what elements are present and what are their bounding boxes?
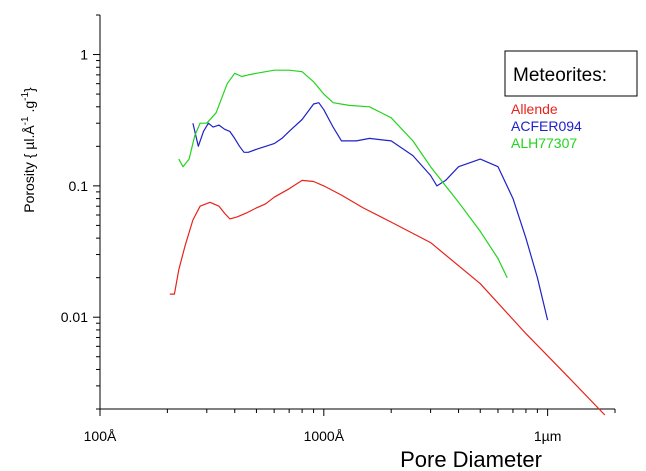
x-ticks: 100Å 1000Å 1µm	[84, 409, 616, 444]
y-axis-title-mid: .g	[21, 101, 37, 117]
series-line-allende	[169, 179, 606, 416]
legend-entry-alh77307: ALH77307	[511, 135, 577, 151]
legend-box	[504, 50, 638, 97]
y-axis-title-sup2: -1	[20, 92, 31, 101]
series-line-acfer094	[192, 102, 549, 321]
y-ticks: 1 0.1 0.01	[61, 14, 100, 410]
axes	[99, 15, 615, 410]
legend-entry-acfer094: ACFER094	[511, 118, 582, 134]
legend: Meteorites: Allende ACFER094 ALH77307	[504, 50, 638, 151]
y-axis-title: Porosity { µl.Å-1 .g-1}	[20, 87, 37, 213]
x-tick-label: 1µm	[534, 428, 562, 444]
x-tick-label: 100Å	[84, 428, 117, 444]
legend-entry-allende: Allende	[511, 101, 558, 117]
y-axis-title-end: }	[21, 87, 37, 92]
y-tick-label: 1	[80, 47, 88, 63]
series-lines	[169, 69, 606, 416]
y-axis-title-sup1: -1	[20, 116, 31, 125]
x-tick-label: 1000Å	[304, 428, 345, 444]
series-line-alh77307	[178, 69, 508, 278]
y-tick-label: 0.01	[61, 309, 88, 325]
y-tick-label: 0.1	[69, 178, 89, 194]
legend-title: Meteorites:	[513, 65, 607, 86]
x-axis-title: Pore Diameter	[400, 447, 542, 471]
y-axis-title-main: Porosity { µl.Å	[21, 125, 37, 213]
